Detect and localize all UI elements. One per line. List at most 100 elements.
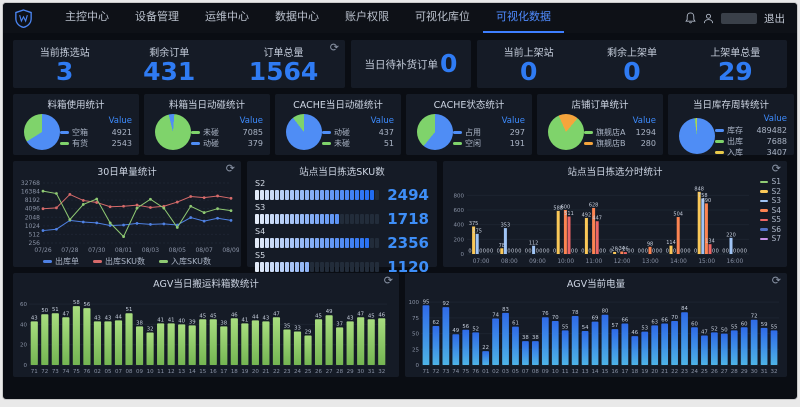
stat-value: 1564 bbox=[248, 56, 319, 86]
svg-text:83: 83 bbox=[502, 307, 509, 313]
sku-station-label: S5 bbox=[255, 251, 266, 260]
nav-item-2[interactable]: 运维中心 bbox=[205, 10, 249, 23]
svg-text:62: 62 bbox=[433, 320, 440, 326]
legend-value-header: Value bbox=[632, 115, 656, 126]
refresh-icon[interactable]: ⟳ bbox=[771, 274, 781, 287]
legend-row[interactable]: S3 bbox=[760, 196, 781, 206]
svg-text:84: 84 bbox=[681, 306, 688, 312]
sku-segment bbox=[325, 190, 329, 200]
sku-bar[interactable] bbox=[255, 262, 379, 272]
svg-text:07/30: 07/30 bbox=[88, 247, 105, 254]
legend-row[interactable]: 入库SKU数 bbox=[159, 256, 211, 267]
refresh-icon[interactable]: ⟳ bbox=[225, 162, 235, 175]
daily-orders-line-panel: 30日单量统计 ⟳ 256 512 1024 2048 4096 8192 16384 327… bbox=[13, 161, 241, 267]
svg-text:08: 08 bbox=[532, 369, 539, 375]
refresh-icon[interactable]: ⟳ bbox=[329, 41, 339, 54]
legend-value: 379 bbox=[247, 138, 263, 148]
sku-segment bbox=[255, 214, 259, 224]
nav-item-6[interactable]: 可视化数据 bbox=[483, 3, 564, 33]
pie-legend: Value 动碰 437 未碰 51 bbox=[322, 116, 394, 149]
svg-text:2048: 2048 bbox=[25, 214, 40, 221]
app-logo-icon bbox=[15, 8, 32, 28]
refresh-icon[interactable]: ⟳ bbox=[771, 162, 781, 175]
sku-rows: S2 2494 S3 1718 S4 2356 S5 1120 bbox=[255, 179, 429, 275]
svg-text:600: 600 bbox=[454, 208, 465, 214]
sku-segment bbox=[305, 238, 309, 248]
sku-segment bbox=[320, 214, 324, 224]
svg-text:60: 60 bbox=[691, 321, 698, 327]
sku-segment bbox=[275, 190, 279, 200]
legend-value: 297 bbox=[509, 127, 525, 137]
sku-segment bbox=[335, 190, 339, 200]
sku-segment bbox=[320, 262, 324, 272]
sku-line: 2356 bbox=[255, 236, 429, 251]
hourly-chart-legend: S1 S2 S3 S4 S5 S6 S7 bbox=[760, 177, 781, 244]
legend-row: 库存 489482 bbox=[715, 125, 787, 136]
svg-text:28: 28 bbox=[611, 246, 617, 252]
sku-bar[interactable] bbox=[255, 190, 379, 200]
svg-text:0: 0 bbox=[609, 249, 612, 255]
legend-row[interactable]: S2 bbox=[760, 187, 781, 197]
refresh-icon[interactable]: ⟳ bbox=[383, 274, 393, 287]
svg-text:0: 0 bbox=[744, 249, 747, 255]
pie-body: Value 旗舰店A 1294 旗舰店B 280 bbox=[544, 114, 656, 150]
svg-text:0: 0 bbox=[536, 249, 539, 255]
nav-item-1[interactable]: 设备管理 bbox=[135, 10, 179, 23]
nav-item-4[interactable]: 账户权限 bbox=[345, 10, 389, 23]
legend-row[interactable]: 出库单 bbox=[43, 256, 79, 267]
svg-text:66: 66 bbox=[621, 318, 628, 324]
legend-row[interactable]: S4 bbox=[760, 206, 781, 216]
nav-item-5[interactable]: 可视化库位 bbox=[415, 10, 470, 23]
svg-text:0: 0 bbox=[518, 249, 521, 255]
user-icon[interactable] bbox=[703, 13, 714, 24]
svg-text:74: 74 bbox=[62, 369, 69, 375]
sku-segment bbox=[280, 262, 284, 272]
svg-text:29: 29 bbox=[305, 330, 312, 336]
svg-text:07: 07 bbox=[115, 369, 122, 375]
svg-text:492: 492 bbox=[582, 212, 592, 218]
sku-segment bbox=[315, 262, 319, 272]
nav-item-3[interactable]: 数据中心 bbox=[275, 10, 319, 23]
svg-text:41: 41 bbox=[157, 317, 164, 323]
pie-legend: Value 占用 297 空闲 191 bbox=[453, 116, 525, 149]
svg-text:10: 10 bbox=[552, 369, 559, 375]
svg-text:17: 17 bbox=[220, 369, 227, 375]
sku-segment bbox=[355, 262, 359, 272]
svg-text:13:00: 13:00 bbox=[642, 259, 659, 265]
svg-text:05: 05 bbox=[104, 369, 111, 375]
sku-line: 2494 bbox=[255, 188, 429, 203]
sku-segment bbox=[255, 190, 259, 200]
svg-text:02: 02 bbox=[94, 369, 101, 375]
legend-row[interactable]: S5 bbox=[760, 215, 781, 225]
legend-dash bbox=[760, 199, 769, 202]
notification-bell-icon[interactable] bbox=[685, 12, 696, 24]
panel-title: 店铺订单统计 bbox=[571, 100, 629, 111]
svg-text:75: 75 bbox=[462, 369, 469, 375]
sku-segment bbox=[370, 238, 374, 248]
legend-dash bbox=[159, 260, 168, 263]
legend-row: 有货 2543 bbox=[60, 138, 132, 149]
sku-bar[interactable] bbox=[255, 214, 379, 224]
sku-bar[interactable] bbox=[255, 238, 379, 248]
sku-station-label: S3 bbox=[255, 203, 266, 212]
legend-row[interactable]: 出库SKU数 bbox=[93, 256, 145, 267]
svg-text:0: 0 bbox=[525, 249, 528, 255]
nav-item-0[interactable]: 主控中心 bbox=[65, 10, 109, 23]
pie-panel-4: 店铺订单统计 Value 旗舰店A 1294 旗舰店B 280 bbox=[537, 94, 663, 155]
legend-row[interactable]: S1 bbox=[760, 177, 781, 187]
legend-row[interactable]: S6 bbox=[760, 225, 781, 235]
sku-segment bbox=[325, 238, 329, 248]
sku-segment bbox=[295, 238, 299, 248]
logout-button[interactable]: 退出 bbox=[764, 12, 785, 25]
svg-text:46: 46 bbox=[378, 312, 385, 318]
sku-segment bbox=[325, 214, 329, 224]
svg-text:0: 0 bbox=[740, 249, 743, 255]
pie-panel-2: CACHE当日动碰统计 Value 动碰 437 未碰 51 bbox=[275, 94, 401, 155]
svg-text:43: 43 bbox=[105, 315, 112, 321]
sku-segment bbox=[275, 238, 279, 248]
legend-row[interactable]: S7 bbox=[760, 234, 781, 244]
legend-label: 旗舰店B bbox=[596, 138, 626, 148]
legend-row: 动碰 437 bbox=[322, 127, 394, 138]
svg-text:0: 0 bbox=[507, 249, 510, 255]
sku-segment bbox=[350, 214, 354, 224]
